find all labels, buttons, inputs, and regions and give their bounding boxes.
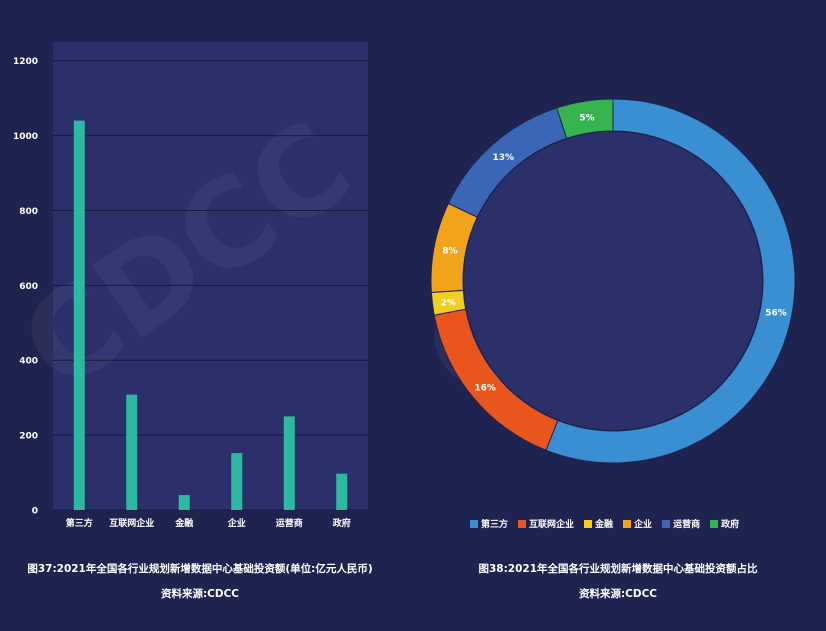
donut-value-label: 13%: [492, 153, 514, 163]
donut-value-label: 8%: [442, 246, 457, 256]
legend-item: 企业: [623, 517, 652, 530]
donut-center: [464, 132, 762, 430]
legend-item: 互联网企业: [518, 517, 574, 530]
bar: [178, 495, 190, 510]
legend-item: 第三方: [470, 517, 508, 530]
y-tick-label: 600: [19, 282, 38, 292]
plot-area: [53, 42, 368, 510]
donut-slice: [545, 98, 796, 464]
legend-swatch: [518, 519, 527, 528]
x-tick-label: 互联网企业: [109, 517, 154, 529]
bar: [336, 473, 348, 510]
legend-item: 运营商: [662, 517, 700, 530]
x-tick-label: 金融: [174, 517, 193, 529]
donut-value-label: 5%: [579, 114, 594, 124]
bar-chart-source: 资料来源:CDCC: [160, 588, 240, 600]
donut-chart-source: 资料来源:CDCC: [578, 588, 658, 600]
x-tick-label: 企业: [227, 517, 246, 529]
bar: [126, 394, 138, 510]
bar-chart-panel: CDCC 0 200 400 600 800 1000 1200 第三方 互联网企业 金融 企业 运营商…: [0, 0, 400, 631]
y-tick-label: 1000: [13, 132, 38, 142]
y-tick-label: 200: [19, 432, 38, 442]
y-tick-label: 0: [32, 507, 38, 517]
y-tick-label: 1200: [13, 57, 38, 67]
x-tick-label: 运营商: [276, 517, 303, 529]
x-tick-label: 政府: [333, 517, 351, 529]
donut-chart-caption: 图38:2021年全国各行业规划新增数据中心基础投资额占比: [478, 563, 758, 575]
legend-swatch: [470, 519, 478, 528]
legend-item: 政府: [710, 517, 739, 530]
legend-label: 企业: [634, 520, 653, 530]
legend-swatch: [662, 519, 671, 528]
donut-value-label: 2%: [441, 298, 456, 308]
legend-swatch: [584, 519, 593, 528]
legend-swatch: [710, 519, 719, 528]
donut-legend: 第三方 互联网企业 金融 企业 运营商 政府: [470, 517, 739, 530]
x-tick-label: 第三方: [66, 517, 93, 529]
bar-chart-caption: 图37:2021年全国各行业规划新增数据中心基础投资额(单位:亿元人民币): [27, 563, 373, 575]
legend-swatch: [623, 519, 632, 528]
legend-label: 金融: [595, 520, 614, 530]
donut-value-label: 56%: [765, 309, 787, 319]
bar: [231, 453, 243, 510]
donut-slice: [556, 98, 614, 139]
legend-item: 金融: [584, 517, 613, 530]
bar: [73, 120, 85, 511]
bar: [283, 416, 295, 510]
legend-label: 政府: [721, 520, 740, 530]
legend-label: 第三方: [481, 520, 509, 530]
legend-label: 互联网企业: [529, 520, 575, 530]
donut-value-label: 16%: [474, 383, 496, 393]
y-tick-label: 400: [19, 357, 38, 367]
y-tick-label: 800: [19, 207, 38, 217]
legend-label: 运营商: [673, 520, 701, 530]
